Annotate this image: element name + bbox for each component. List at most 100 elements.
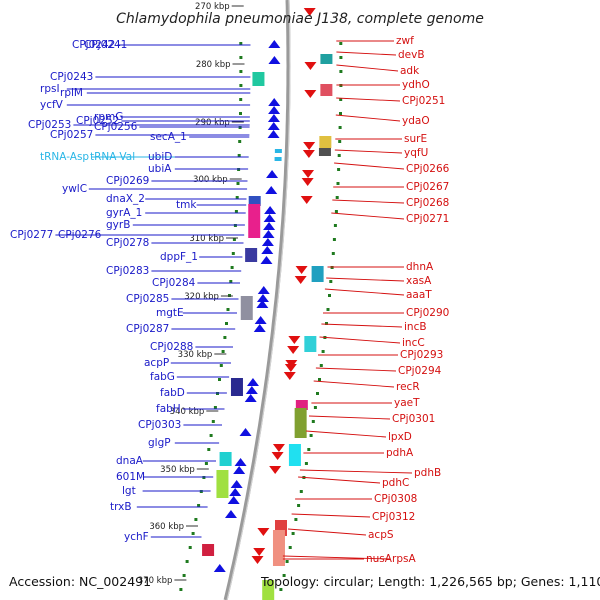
right-leader-line — [334, 162, 405, 170]
right-gene-label: CPj0312 — [372, 511, 415, 523]
track-dot — [197, 504, 201, 507]
forward-gene-arrow — [256, 294, 269, 302]
right-leader-line — [335, 114, 401, 122]
right-gene-label: CPj0308 — [374, 493, 417, 505]
reverse-gene-arrow — [300, 196, 313, 204]
left-gene-label: tRNA-Asp — [40, 151, 89, 163]
forward-gene-arrow — [268, 40, 281, 48]
gene-block — [262, 580, 275, 600]
right-leader-line — [299, 469, 413, 474]
track-dot — [182, 574, 186, 577]
forward-gene-arrow — [257, 286, 270, 294]
left-gene-label: rpmG — [94, 111, 123, 123]
track-dot — [230, 266, 234, 269]
track-dot — [234, 210, 238, 213]
track-dot — [219, 364, 223, 367]
forward-gene-arrow — [245, 386, 258, 394]
right-leader-line — [332, 199, 405, 204]
reverse-gene-arrow — [284, 364, 297, 372]
left-gene-label: ycfV — [40, 99, 64, 111]
track-dot — [299, 490, 303, 493]
track-dot — [325, 322, 328, 325]
track-dot — [204, 462, 208, 465]
right-leader-line — [336, 97, 401, 102]
right-gene-label: CPj0268 — [406, 197, 449, 209]
trna-mark — [274, 149, 282, 153]
track-dot — [237, 154, 241, 157]
left-gene-label: CPj0241 — [84, 39, 127, 51]
track-dot — [329, 280, 333, 283]
trna-mark — [274, 157, 282, 161]
track-dot — [294, 518, 298, 521]
track-dot — [232, 238, 236, 241]
right-gene-label: dhnA — [406, 261, 434, 273]
right-leader-line — [291, 513, 371, 518]
tick-label: 370 kbp — [138, 576, 173, 586]
left-gene-label: fabH — [156, 403, 181, 415]
left-gene-label: CPj0269 — [106, 175, 149, 187]
right-leader-line — [298, 476, 381, 484]
left-gene-label: tRNA-Val — [90, 151, 135, 163]
track-dot — [185, 560, 189, 563]
right-gene-label: pdhC — [382, 477, 409, 489]
track-dot — [311, 420, 315, 423]
track-dot — [338, 140, 342, 143]
forward-gene-arrow — [263, 222, 276, 230]
reverse-gene-arrow — [251, 556, 264, 564]
track-dot — [336, 182, 340, 185]
right-gene-label: aaaT — [406, 289, 432, 301]
left-gene-label: fabG — [150, 371, 175, 383]
reverse-gene-arrow — [302, 150, 315, 158]
forward-gene-arrow — [230, 480, 243, 488]
track-dot — [229, 280, 233, 283]
left-gene-label: CPj0252 — [76, 115, 119, 127]
right-gene-label: CPj0294 — [398, 365, 442, 377]
reverse-gene-arrow — [287, 346, 300, 354]
track-dot — [291, 532, 295, 535]
track-dot — [218, 378, 221, 381]
right-gene-label: CPj0301 — [392, 413, 435, 425]
reverse-gene-arrow — [303, 142, 316, 150]
left-gene-label: gyrA_1 — [106, 207, 142, 219]
gene-block — [319, 136, 332, 148]
gene-block — [272, 530, 285, 566]
right-leader-line — [334, 149, 403, 154]
right-gene-label: CPj0293 — [400, 349, 443, 361]
left-gene-label: CPj0303 — [138, 419, 181, 431]
right-leader-line — [321, 323, 403, 328]
left-gene-label: CPj0284 — [152, 277, 196, 289]
track-dot — [231, 252, 235, 255]
reverse-gene-arrow — [269, 466, 282, 474]
gene-block — [248, 204, 261, 238]
left-gene-label: 601M — [116, 471, 145, 483]
right-gene-label: yqfU — [404, 147, 428, 159]
track-dot — [304, 462, 308, 465]
track-dot — [239, 56, 243, 59]
left-gene-label: ywlC — [62, 183, 87, 195]
gene-block — [294, 408, 307, 438]
track-dot — [339, 112, 342, 115]
reverse-gene-arrow — [302, 170, 315, 178]
track-dot — [223, 336, 227, 339]
forward-gene-arrow — [267, 130, 280, 138]
track-dot — [334, 210, 338, 213]
forward-gene-arrow — [213, 564, 226, 572]
forward-gene-arrow — [253, 324, 266, 332]
left-gene-label: dnaX_2 — [106, 193, 145, 205]
genome-summary-text: Topology: circular; Length: 1,226,565 bp… — [261, 574, 600, 589]
track-dot — [237, 168, 241, 171]
left-gene-label: CPj0256 — [94, 121, 138, 133]
left-gene-label: ychF — [124, 531, 149, 543]
right-leader-line — [319, 336, 401, 344]
map-title: Chlamydophila pneumoniae J138, complete … — [116, 11, 484, 27]
track-dot — [339, 84, 343, 87]
right-gene-label: incB — [404, 321, 427, 333]
reverse-gene-arrow — [257, 528, 270, 536]
left-gene-label: CPj0283 — [106, 265, 149, 277]
gene-block — [311, 266, 324, 282]
reverse-gene-arrow — [271, 452, 284, 460]
gene-block — [318, 148, 331, 156]
forward-gene-arrow — [268, 98, 281, 106]
right-gene-label: incC — [402, 337, 425, 349]
